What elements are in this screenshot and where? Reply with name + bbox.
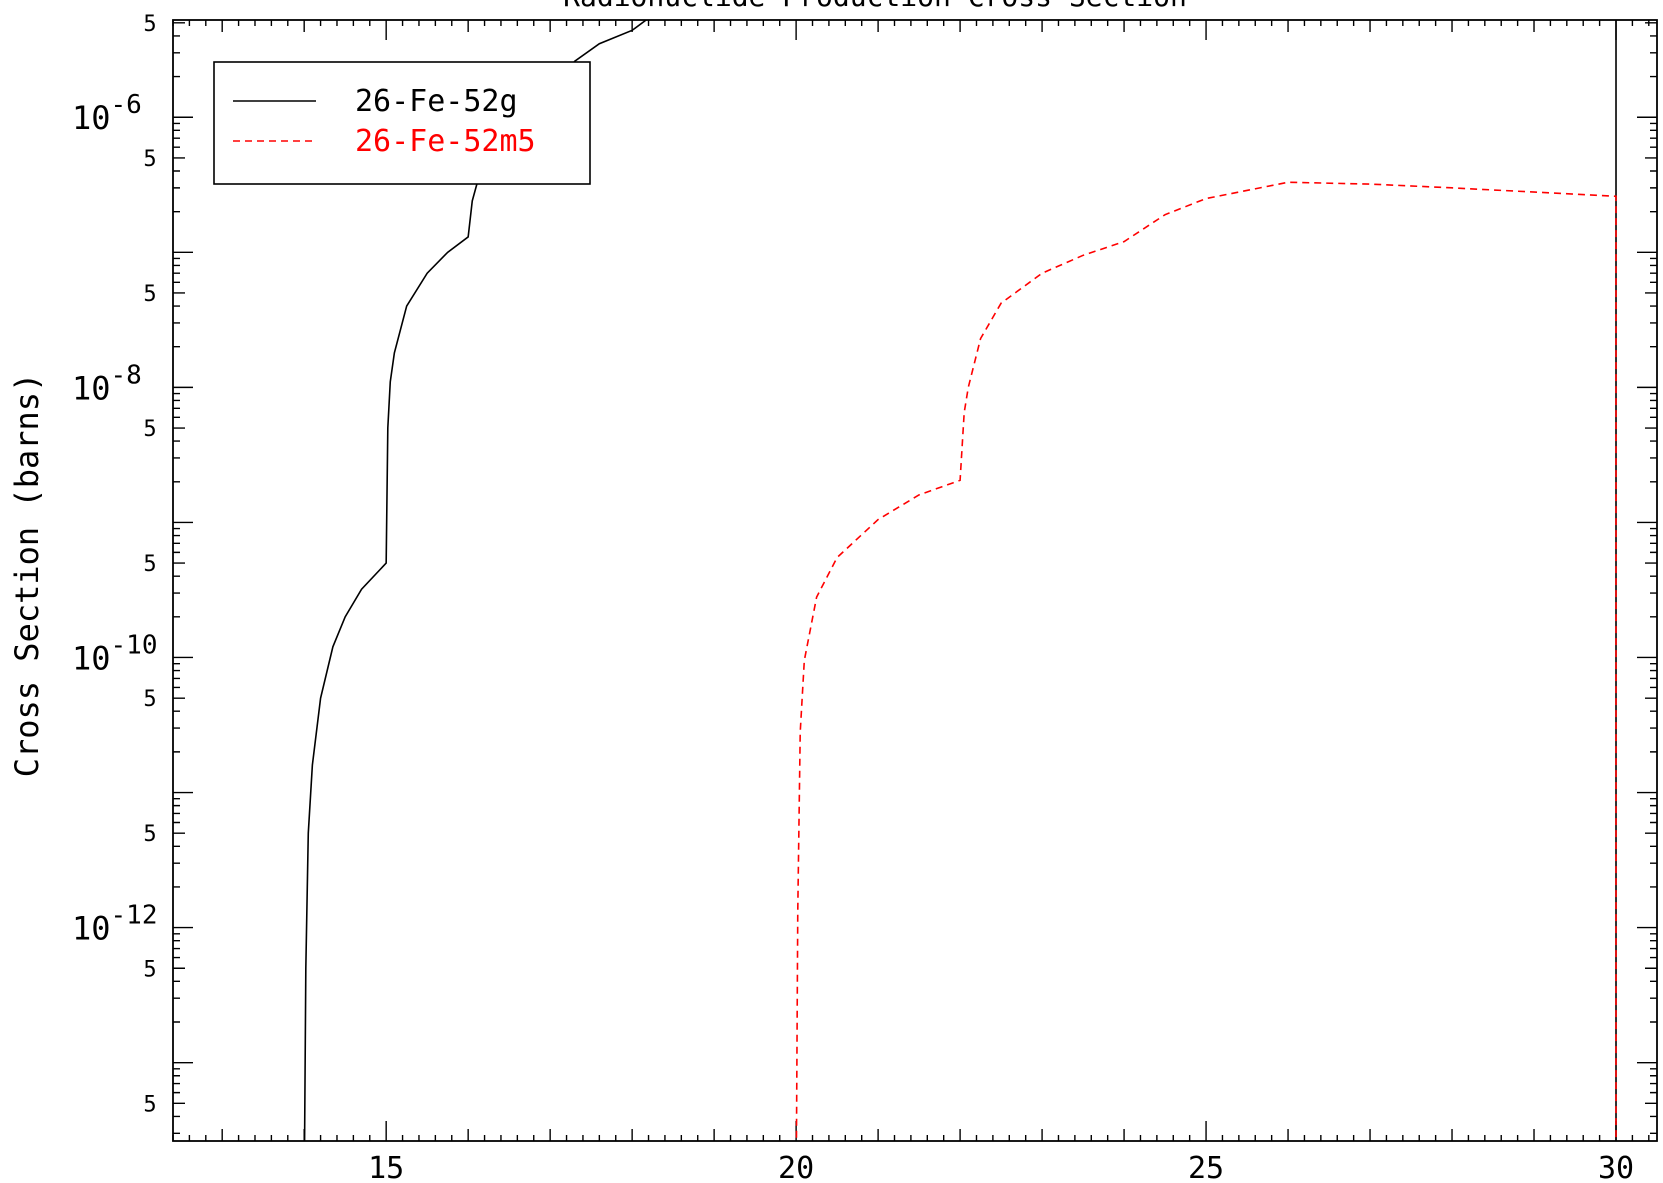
x-tick-labels: 15 20 25 30	[368, 1151, 1634, 1183]
x-tick-label: 15	[368, 1151, 404, 1183]
y-minor-tick-label: 5	[143, 957, 156, 982]
axis-ticks	[172, 20, 1657, 1141]
y-tick-labels: 10-6 10-8 10-10 10-12 5 5 5 5 5 5 5 5 5	[72, 12, 158, 1117]
y-tick-label: 10-12	[72, 901, 158, 948]
y-tick-label: 10-10	[72, 630, 158, 677]
y-minor-tick-label: 5	[143, 417, 156, 442]
y-axis-label: Cross Section (barns)	[8, 373, 46, 778]
x-tick-label: 25	[1188, 1151, 1224, 1183]
y-minor-tick-label: 5	[143, 282, 156, 307]
y-tick-label: 10-8	[72, 360, 142, 407]
x-tick-label: 20	[778, 1151, 814, 1183]
plot-border	[172, 19, 1658, 1142]
y-minor-tick-label: 5	[143, 822, 156, 847]
plot-frame	[172, 19, 1658, 1142]
y-minor-tick-label: 5	[143, 1092, 156, 1117]
chart-title: Radionuclide Production Cross Section	[563, 0, 1187, 13]
y-minor-tick-label: 5	[143, 687, 156, 712]
series-line-2	[795, 181, 1617, 1141]
y-tick-label: 10-6	[72, 90, 142, 137]
legend-box	[213, 61, 591, 185]
y-minor-tick-label: 5	[143, 147, 156, 172]
y-minor-tick-label: 5	[143, 12, 156, 37]
x-tick-label: 30	[1598, 1151, 1634, 1183]
legend-label-1: 26-Fe-52g	[355, 84, 518, 119]
legend: 26-Fe-52g 26-Fe-52m5	[213, 61, 591, 185]
minor-ticks	[172, 20, 1657, 1141]
y-minor-tick-label: 5	[143, 552, 156, 577]
legend-label-2: 26-Fe-52m5	[355, 124, 536, 159]
